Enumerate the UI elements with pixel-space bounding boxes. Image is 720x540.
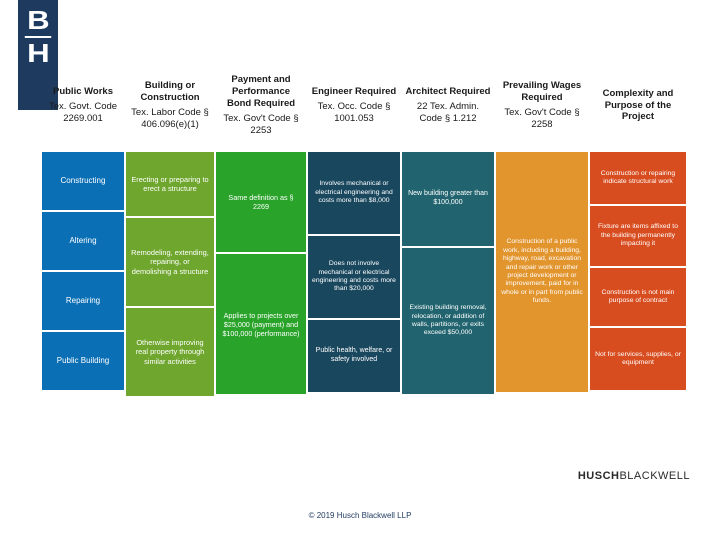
cell-6-1: Fixture are items affixed to the buildin… xyxy=(590,206,686,266)
header-text: Payment and Performance Bond Required xyxy=(219,74,303,110)
cell-3-1: Does not involve mechanical or electrica… xyxy=(308,236,400,318)
header-text: Tex. Gov't Code § 2258 xyxy=(499,107,585,131)
cell-2-0: Same definition as § 2269 xyxy=(216,152,306,252)
column-header-0: Public Works Tex. Govt. Code 2269.001 xyxy=(42,64,124,150)
cell-1-0: Erecting or preparing to erect a structu… xyxy=(126,152,214,216)
column-3: Engineer Required Tex. Occ. Code § 1001.0… xyxy=(308,64,400,396)
logo-letter-b: B xyxy=(27,8,50,33)
header-text: Building or Construction xyxy=(129,80,211,104)
column-5: Prevailing Wages Required Tex. Gov't Code… xyxy=(496,64,588,396)
column-6: Complexity and Purpose of the Project Con… xyxy=(590,64,686,396)
cell-6-2: Construction is not main purpose of cont… xyxy=(590,268,686,326)
brand-husch: HUSCH xyxy=(578,470,620,482)
header-text: Engineer Required xyxy=(311,86,397,98)
cell-4-1: Existing building removal, relocation, o… xyxy=(402,248,494,394)
cell-0-1: Altering xyxy=(42,212,124,270)
header-text: Tex. Govt. Code 2269.001 xyxy=(45,101,121,125)
cell-6-0: Construction or repairing indicate struc… xyxy=(590,152,686,204)
cell-1-1: Remodeling, extending, repairing, or dem… xyxy=(126,218,214,306)
column-header-2: Payment and Performance Bond Required Tex… xyxy=(216,64,306,150)
header-text: Architect Required xyxy=(405,86,491,98)
logo-letter-h: H xyxy=(27,41,50,66)
column-header-4: Architect Required 22 Tex. Admin. Code § … xyxy=(402,64,494,150)
column-header-3: Engineer Required Tex. Occ. Code § 1001.0… xyxy=(308,64,400,150)
column-0: Public Works Tex. Govt. Code 2269.001 Cons… xyxy=(42,64,124,396)
brand-blackwell: BLACKWELL xyxy=(619,470,690,482)
cell-6-3: Not for services, supplies, or equipment xyxy=(590,328,686,390)
cell-3-2: Public health, welfare, or safety involv… xyxy=(308,320,400,392)
column-header-6: Complexity and Purpose of the Project xyxy=(590,64,686,150)
comparison-grid: Public Works Tex. Govt. Code 2269.001 Cons… xyxy=(42,64,702,396)
column-header-1: Building or Construction Tex. Labor Code … xyxy=(126,64,214,150)
header-text: Complexity and Purpose of the Project xyxy=(593,88,683,124)
cell-5-0: Construction of a public work, including… xyxy=(496,152,588,392)
copyright: © 2019 Husch Blackwell LLP xyxy=(0,511,720,520)
header-text: Tex. Gov't Code § 2253 xyxy=(219,113,303,137)
column-1: Building or Construction Tex. Labor Code … xyxy=(126,64,214,396)
cell-0-0: Constructing xyxy=(42,152,124,210)
footer-brand: HUSCHBLACKWELL xyxy=(578,470,690,482)
cell-0-3: Public Building xyxy=(42,332,124,390)
header-text: Tex. Labor Code § 406.096(e)(1) xyxy=(129,107,211,131)
column-4: Architect Required 22 Tex. Admin. Code § … xyxy=(402,64,494,396)
cell-4-0: New building greater than $100,000 xyxy=(402,152,494,246)
header-text: 22 Tex. Admin. Code § 1.212 xyxy=(405,101,491,125)
cell-0-2: Repairing xyxy=(42,272,124,330)
column-header-5: Prevailing Wages Required Tex. Gov't Code… xyxy=(496,64,588,150)
header-text: Public Works xyxy=(45,86,121,98)
cell-3-0: Involves mechanical or electrical engine… xyxy=(308,152,400,234)
header-text: Prevailing Wages Required xyxy=(499,80,585,104)
header-text: Tex. Occ. Code § 1001.053 xyxy=(311,101,397,125)
cell-1-2: Otherwise improving real property throug… xyxy=(126,308,214,396)
column-2: Payment and Performance Bond Required Tex… xyxy=(216,64,306,396)
cell-2-1: Applies to projects over $25,000 (paymen… xyxy=(216,254,306,394)
